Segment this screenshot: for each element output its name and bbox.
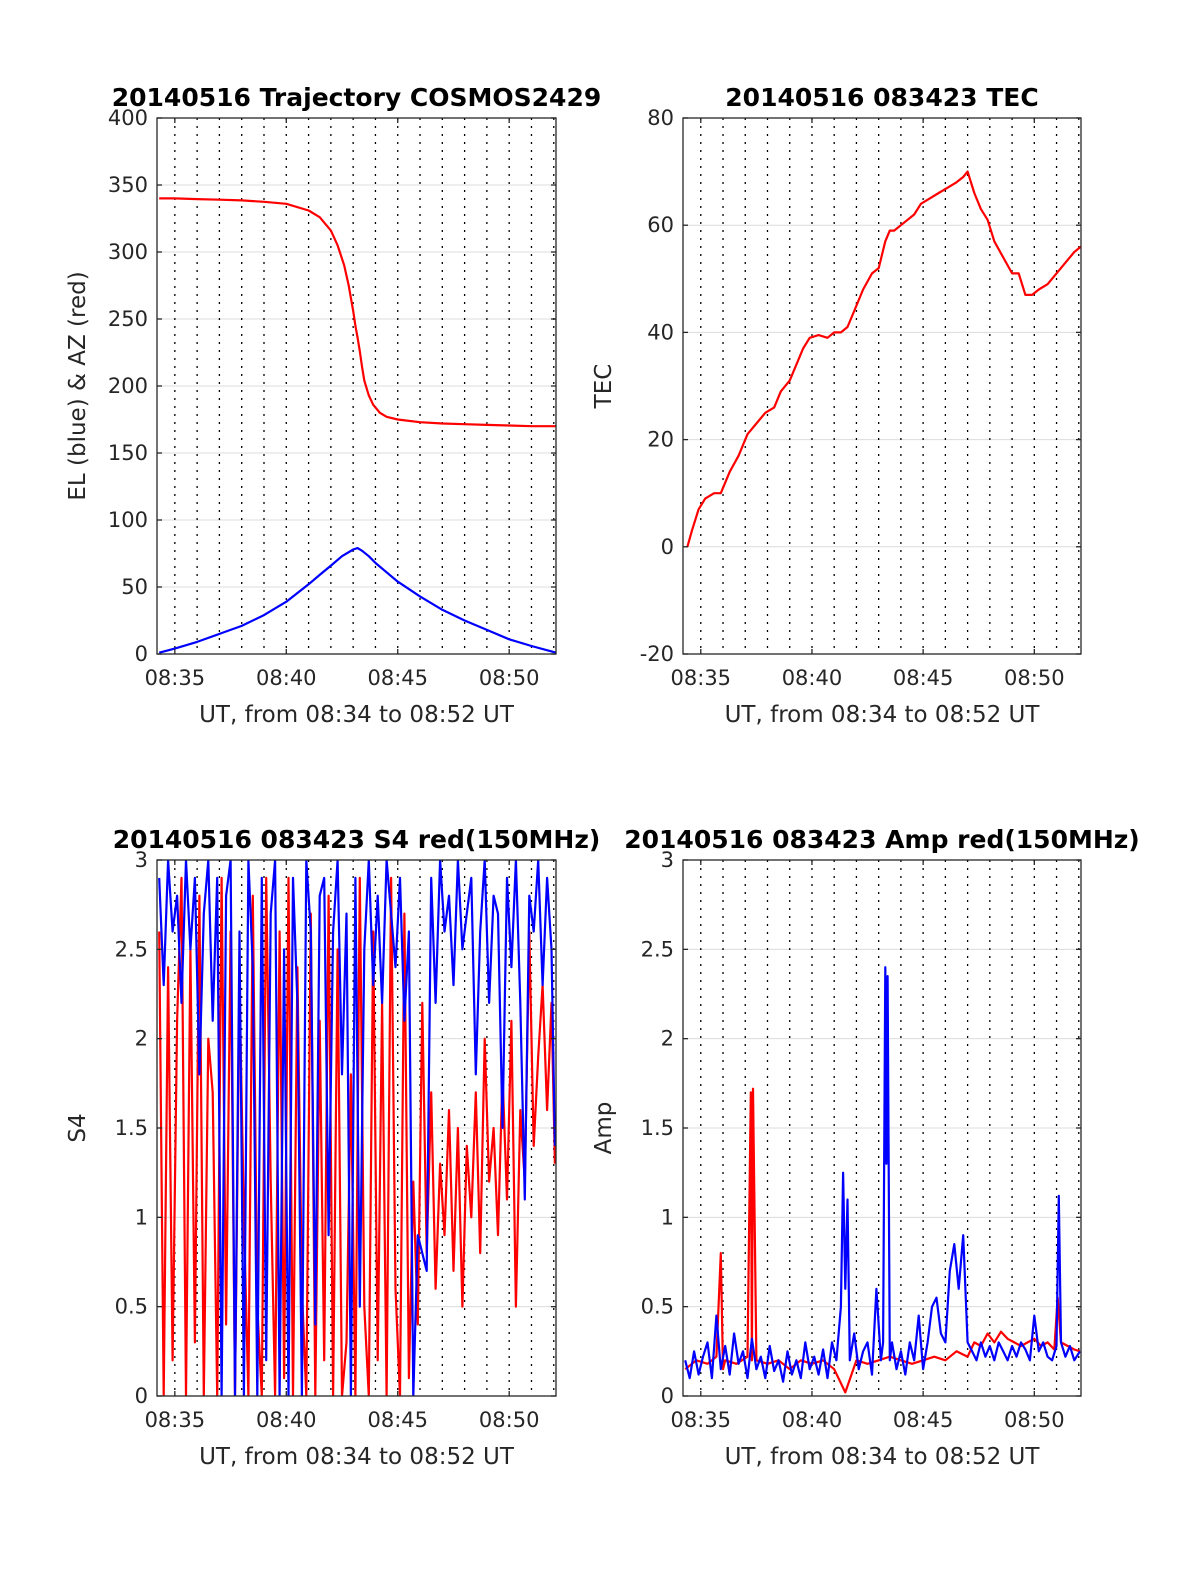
chart-title: 20140516 Trajectory COSMOS2429 [112,83,602,112]
y-tick-label: 1.5 [641,1116,674,1140]
x-tick-label: 08:45 [893,666,954,690]
y-axis-label: EL (blue) & AZ (red) [65,271,91,500]
y-tick-label: 1 [661,1205,674,1229]
x-tick-label: 08:35 [145,1408,206,1432]
y-tick-label: 2.5 [641,937,674,961]
y-tick-label: 40 [647,320,674,344]
x-tick-label: 08:40 [782,1408,843,1432]
panel-trajectory: 0 50 100 150 200 250 300 350 400 08:35 08:40 08:45 0… [65,83,601,728]
y-tick-label: 50 [121,575,148,599]
x-tick-label: 08:50 [479,1408,540,1432]
chart-title: 20140516 083423 S4 red(150MHz) [113,825,601,854]
y-tick-label: 0.5 [115,1295,148,1319]
x-tick-label: 08:45 [367,666,428,690]
x-tick-label: 08:45 [893,1408,954,1432]
x-tick-label: 08:50 [479,666,540,690]
x-axis-label: UT, from 08:34 to 08:52 UT [725,702,1041,728]
x-tick-label: 08:50 [1004,1408,1065,1432]
y-tick-label: 0.5 [641,1295,674,1319]
x-axis-label: UT, from 08:34 to 08:52 UT [199,1444,515,1470]
panel-s4: 0 0.5 1 1.5 2 2.5 3 08:35 08:40 08:45 08:50 2014051… [65,825,600,1470]
y-tick-label: 2 [661,1027,674,1051]
x-tick-label: 08:40 [256,1408,317,1432]
y-tick-label: 0 [661,535,674,559]
y-tick-label: 2.5 [115,937,148,961]
y-tick-label: -20 [640,642,674,666]
x-axis-label: UT, from 08:34 to 08:52 UT [199,702,515,728]
x-tick-label: 08:35 [145,666,206,690]
x-tick-label: 08:50 [1004,666,1065,690]
y-tick-label: 0 [661,1384,674,1408]
x-axis-label: UT, from 08:34 to 08:52 UT [725,1444,1041,1470]
series-line-0 [686,170,1081,548]
y-tick-label: 0 [135,642,148,666]
x-tick-label: 08:40 [256,666,317,690]
series-line-1 [684,966,1081,1383]
y-tick-label: 1.5 [115,1116,148,1140]
series-line-0 [159,197,556,428]
series-line-1 [158,546,556,654]
y-tick-label: 2 [135,1027,148,1051]
y-tick-label: 300 [108,240,148,264]
y-axis-label: S4 [65,1113,91,1142]
series-line-1 [158,860,556,1396]
y-tick-label: 1 [135,1205,148,1229]
x-tick-label: 08:40 [782,666,843,690]
chart-title: 20140516 083423 Amp red(150MHz) [624,825,1140,854]
y-tick-label: 3 [135,848,148,872]
panel-amp: 0 0.5 1 1.5 2 2.5 3 08:35 08:40 08:45 08:50 2014051… [591,825,1140,1470]
chart-title: 20140516 083423 TEC [725,83,1038,112]
panel-tec: -20 0 20 40 60 80 08:35 08:40 08:45 08:50 20140516… [591,83,1082,728]
y-tick-label: 80 [647,106,674,130]
x-tick-label: 08:45 [367,1408,428,1432]
y-tick-label: 3 [661,848,674,872]
y-tick-label: 20 [647,428,674,452]
y-tick-label: 0 [135,1384,148,1408]
y-axis-label: Amp [591,1102,617,1155]
y-tick-label: 200 [108,374,148,398]
x-tick-label: 08:35 [671,666,732,690]
axes-box [682,117,1082,655]
y-tick-label: 60 [647,213,674,237]
y-tick-label: 350 [108,173,148,197]
x-tick-label: 08:35 [671,1408,732,1432]
y-tick-label: 100 [108,508,148,532]
y-axis-label: TEC [591,364,617,410]
y-tick-label: 400 [108,106,148,130]
y-tick-label: 150 [108,441,148,465]
y-tick-label: 250 [108,307,148,331]
